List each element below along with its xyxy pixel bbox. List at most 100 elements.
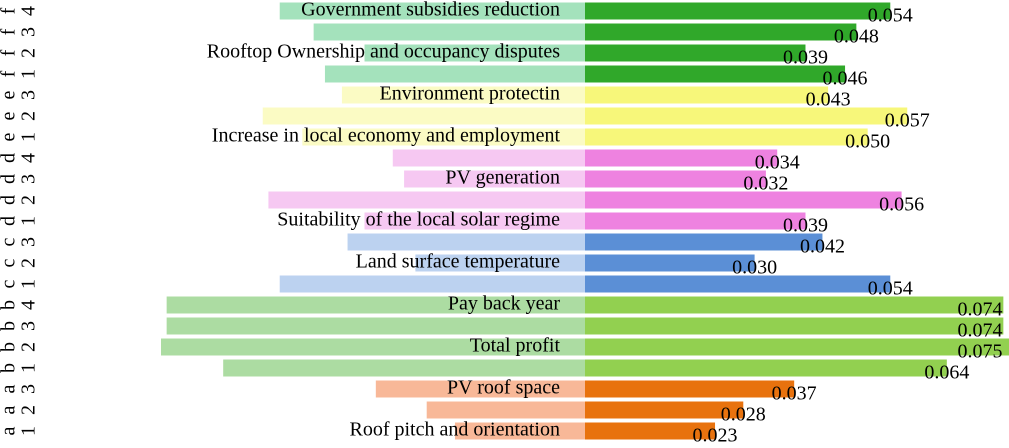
criterion-label: Total profit [470, 335, 561, 357]
bar [585, 359, 947, 377]
value-label: 0.030 [732, 257, 777, 279]
criterion-label: Environment protectin [379, 83, 560, 105]
category-label: 1 [18, 363, 40, 373]
criterion-label: Rooftop Ownership and occupancy disputes [207, 41, 560, 63]
category-label: a [0, 426, 20, 435]
criterion-label: Pay back year [448, 293, 561, 315]
criterion-label: Roof pitch and orientation [349, 419, 560, 441]
mirror-bar [161, 338, 585, 356]
category-label: b [0, 342, 20, 352]
mirror-bar [364, 212, 585, 230]
category-label: d [0, 153, 20, 163]
value-label: 0.075 [958, 341, 1003, 363]
category-label: 1 [18, 69, 40, 79]
value-label: 0.064 [924, 362, 969, 384]
category-label: b [0, 363, 20, 373]
mirror-bar [347, 233, 585, 251]
bar [585, 275, 891, 293]
category-label: 2 [18, 258, 40, 268]
bar [585, 338, 1009, 356]
criterion-label: Increase in local economy and employment [212, 125, 561, 147]
category-label: 3 [18, 237, 40, 247]
mirror-bar [302, 128, 585, 146]
category-label: f [0, 49, 20, 56]
category-label: 3 [18, 321, 40, 331]
value-label: 0.054 [868, 5, 913, 27]
category-label: 4 [18, 153, 40, 163]
category-label: 4 [18, 6, 40, 16]
category-label: c [0, 258, 20, 267]
bar [585, 86, 829, 104]
category-label: c [0, 237, 20, 246]
mirror-bar [415, 254, 585, 272]
mirror-bar [166, 317, 586, 335]
category-label: e [0, 111, 20, 120]
bar [585, 380, 795, 398]
bar [585, 401, 744, 419]
category-label: 3 [18, 174, 40, 184]
bar [585, 128, 868, 146]
value-label: 0.074 [958, 299, 1003, 321]
bar [585, 296, 1004, 314]
value-label: 0.057 [885, 110, 930, 132]
value-label: 0.034 [755, 152, 800, 174]
value-label: 0.043 [806, 89, 851, 111]
bar [585, 191, 902, 209]
mirror-bar [279, 2, 585, 20]
category-label: 3 [18, 384, 40, 394]
mirror-bar [426, 401, 585, 419]
criterion-label: Suitability of the local solar regime [277, 209, 560, 231]
value-label: 0.032 [743, 173, 788, 195]
mirror-bar [375, 380, 585, 398]
bar [585, 422, 716, 440]
category-label: b [0, 300, 20, 310]
category-label: d [0, 174, 20, 184]
category-label: 1 [18, 279, 40, 289]
value-label: 0.042 [800, 236, 845, 258]
category-label: a [0, 384, 20, 393]
bar [585, 170, 766, 188]
category-label: 1 [18, 216, 40, 226]
category-label: 2 [18, 405, 40, 415]
value-label: 0.074 [958, 320, 1003, 342]
bar [585, 149, 778, 167]
mirror-bar [341, 86, 585, 104]
bar [585, 254, 755, 272]
mirror-bar [364, 44, 585, 62]
criterion-label: Government subsidies reduction [301, 0, 560, 21]
value-label: 0.056 [879, 194, 924, 216]
category-label: d [0, 216, 20, 226]
category-label: 2 [18, 48, 40, 58]
category-label: f [0, 70, 20, 77]
bar [585, 65, 846, 83]
category-label: b [0, 321, 20, 331]
criterion-label: Land surface temperature [356, 251, 560, 273]
category-label: f [0, 7, 20, 14]
category-label: 4 [18, 300, 40, 310]
category-label: 1 [18, 426, 40, 436]
mirror-bar [268, 191, 585, 209]
category-label: e [0, 132, 20, 141]
category-label: f [0, 28, 20, 35]
category-label: e [0, 90, 20, 99]
value-label: 0.048 [834, 26, 879, 48]
category-label: 2 [18, 195, 40, 205]
bar [585, 107, 908, 125]
bar [585, 23, 857, 41]
category-label: 1 [18, 132, 40, 142]
category-label: c [0, 279, 20, 288]
mirror-bar [223, 359, 586, 377]
mirror-bar [454, 422, 585, 440]
bar [585, 44, 806, 62]
bar [585, 212, 806, 230]
bar [585, 2, 891, 20]
category-label: 2 [18, 111, 40, 121]
value-label: 0.050 [845, 131, 890, 153]
value-label: 0.046 [823, 68, 868, 90]
mirror-bar [392, 149, 585, 167]
bar [585, 233, 823, 251]
criterion-label: PV generation [445, 167, 560, 189]
value-label: 0.054 [868, 278, 913, 300]
mirror-bar [313, 23, 585, 41]
